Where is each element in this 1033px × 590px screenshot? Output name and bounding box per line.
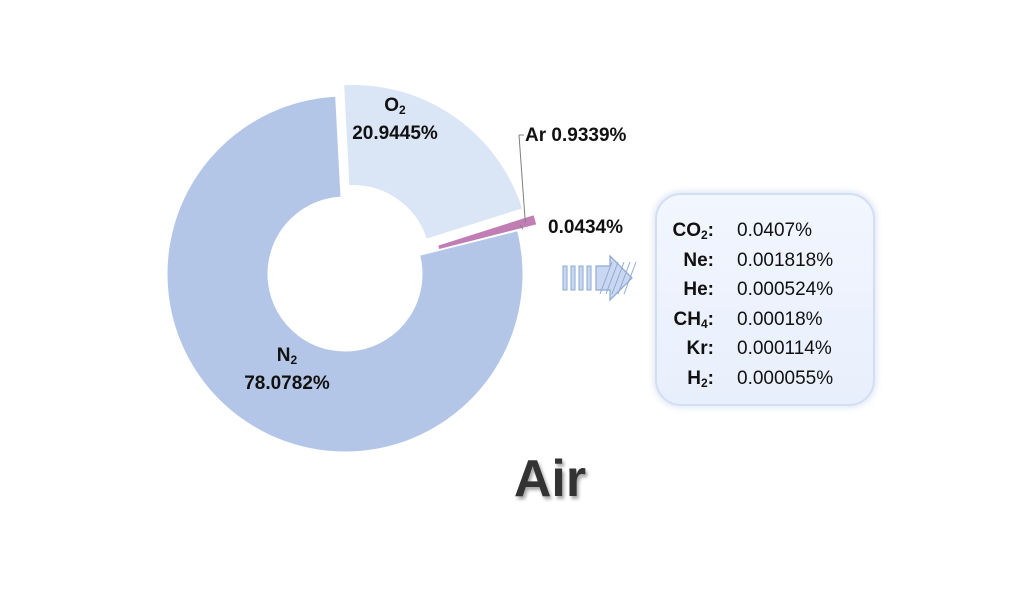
gas-colon: : (707, 249, 714, 271)
breakdown-row: Ne: 0.001818% (657, 247, 877, 275)
arrow-hatch (617, 261, 631, 295)
slice-n (166, 95, 524, 453)
arrow-hatch (599, 261, 613, 295)
breakdown-row: CH4: 0.00018% (657, 306, 877, 334)
gas-name: CO2: (672, 217, 714, 249)
gas-symbol: CH (673, 308, 701, 330)
other-value-label: 0.0434% (548, 217, 624, 238)
gas-colon: : (707, 308, 714, 330)
breakdown-row: He: 0.000524% (657, 276, 877, 304)
gas-colon: : (707, 220, 714, 241)
gas-value: 0.00018% (737, 308, 823, 330)
arrow-stripe (562, 265, 568, 291)
arrow-hatch (611, 261, 625, 295)
gas-name: Kr: (687, 335, 714, 363)
chart-title: Air (513, 450, 587, 508)
ar-leader-line (518, 134, 526, 223)
arrow-hatch (605, 261, 619, 295)
gas-name: He: (683, 276, 714, 304)
gas-value: 0.001818% (737, 249, 834, 271)
slice-o (343, 83, 524, 240)
gas-subscript: 2 (700, 375, 708, 390)
ar-name: Ar (525, 125, 547, 146)
ar-value-label: 0.9339% (551, 125, 627, 146)
gas-symbol: Ne (683, 249, 708, 271)
breakdown-row: Kr: 0.000114% (657, 335, 877, 363)
o2-slice-label: O2 20.9445% (330, 94, 460, 145)
gas-colon: : (707, 367, 714, 389)
gas-symbol: He (683, 279, 708, 300)
o2-value-label: 20.9445% (352, 123, 438, 144)
other-slice-label: 0.0434% (548, 216, 623, 239)
arrow-stripe (578, 265, 584, 291)
o2-sub: 2 (399, 103, 406, 117)
gas-value: 0.000114% (737, 338, 832, 359)
n2-slice-label: N2 78.0782% (222, 344, 352, 395)
n2-value-label: 78.0782% (244, 373, 330, 394)
gas-subscript: 4 (700, 316, 708, 331)
arrow-hatch (623, 261, 637, 295)
gas-symbol: H (687, 367, 701, 389)
other-leader-line (519, 224, 524, 230)
slice-ar (437, 214, 538, 251)
gas-subscript: 2 (700, 228, 708, 242)
gas-value: 0.0407% (737, 220, 813, 241)
n2-sub: 2 (290, 353, 298, 367)
arrow-stripe (570, 265, 576, 291)
gas-colon: : (707, 338, 714, 359)
gas-name: H2: (687, 365, 714, 397)
gas-name: CH4: (674, 306, 714, 338)
breakdown-row: H2: 0.000055% (657, 365, 877, 393)
o2-name: O (384, 95, 400, 116)
gas-value: 0.000524% (737, 279, 834, 300)
n2-name: N (276, 345, 291, 366)
gas-name: Ne: (683, 247, 714, 275)
arrow-right-icon (562, 254, 637, 302)
gas-value: 0.000055% (737, 367, 834, 389)
trace-gases-box: CO2: 0.0407% Ne: 0.001818% He: 0.000524% CH4: 0… (655, 193, 875, 406)
gas-symbol: CO (672, 220, 701, 241)
ar-slice-label: Ar 0.9339% (525, 124, 626, 147)
arrow-stripe (586, 265, 592, 291)
gas-colon: : (707, 279, 714, 300)
arrow-head (595, 254, 633, 302)
breakdown-row: CO2: 0.0407% (657, 217, 877, 245)
gas-symbol: Kr (686, 338, 708, 359)
